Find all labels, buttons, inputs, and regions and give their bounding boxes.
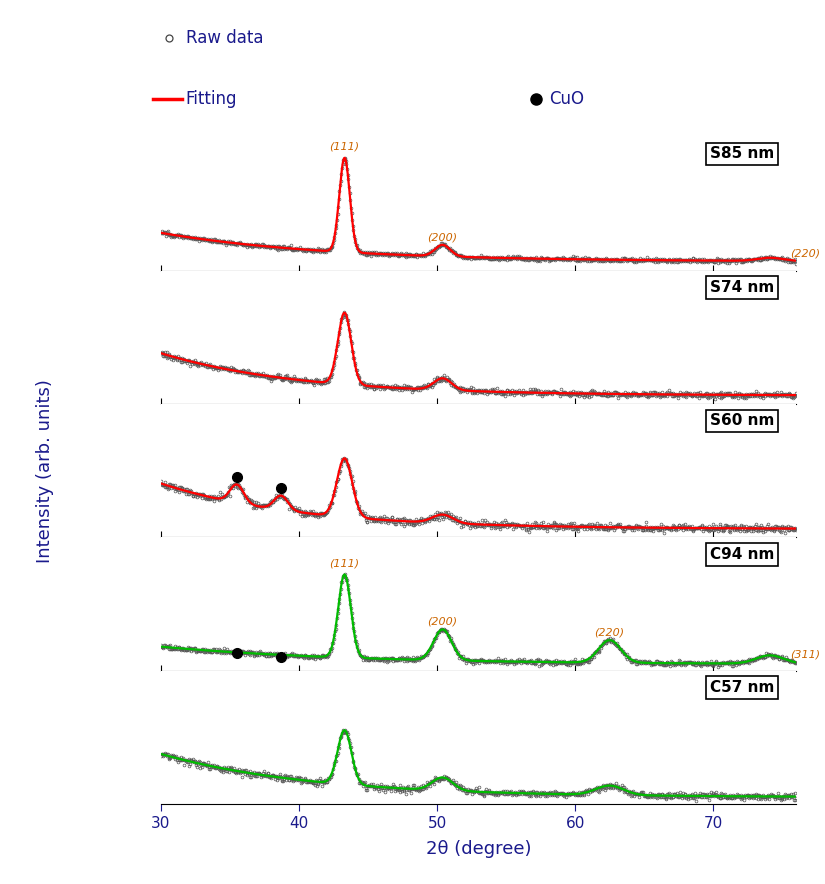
Text: S60 nm: S60 nm xyxy=(710,414,774,429)
Text: (111): (111) xyxy=(329,142,360,152)
Text: (311): (311) xyxy=(790,650,821,659)
Text: (220): (220) xyxy=(790,248,821,258)
Text: (200): (200) xyxy=(427,616,458,626)
X-axis label: 2θ (degree): 2θ (degree) xyxy=(426,840,531,857)
Text: Fitting: Fitting xyxy=(186,89,237,108)
Text: CuO: CuO xyxy=(549,89,583,108)
Text: S74 nm: S74 nm xyxy=(710,280,774,295)
Text: C94 nm: C94 nm xyxy=(710,547,774,562)
Text: (200): (200) xyxy=(427,232,458,242)
Text: (111): (111) xyxy=(329,559,360,569)
Text: Raw data: Raw data xyxy=(186,29,263,48)
Text: S85 nm: S85 nm xyxy=(710,147,774,162)
Text: Intensity (arb. units): Intensity (arb. units) xyxy=(36,378,54,563)
Text: (220): (220) xyxy=(595,628,625,637)
Text: C57 nm: C57 nm xyxy=(710,681,774,696)
